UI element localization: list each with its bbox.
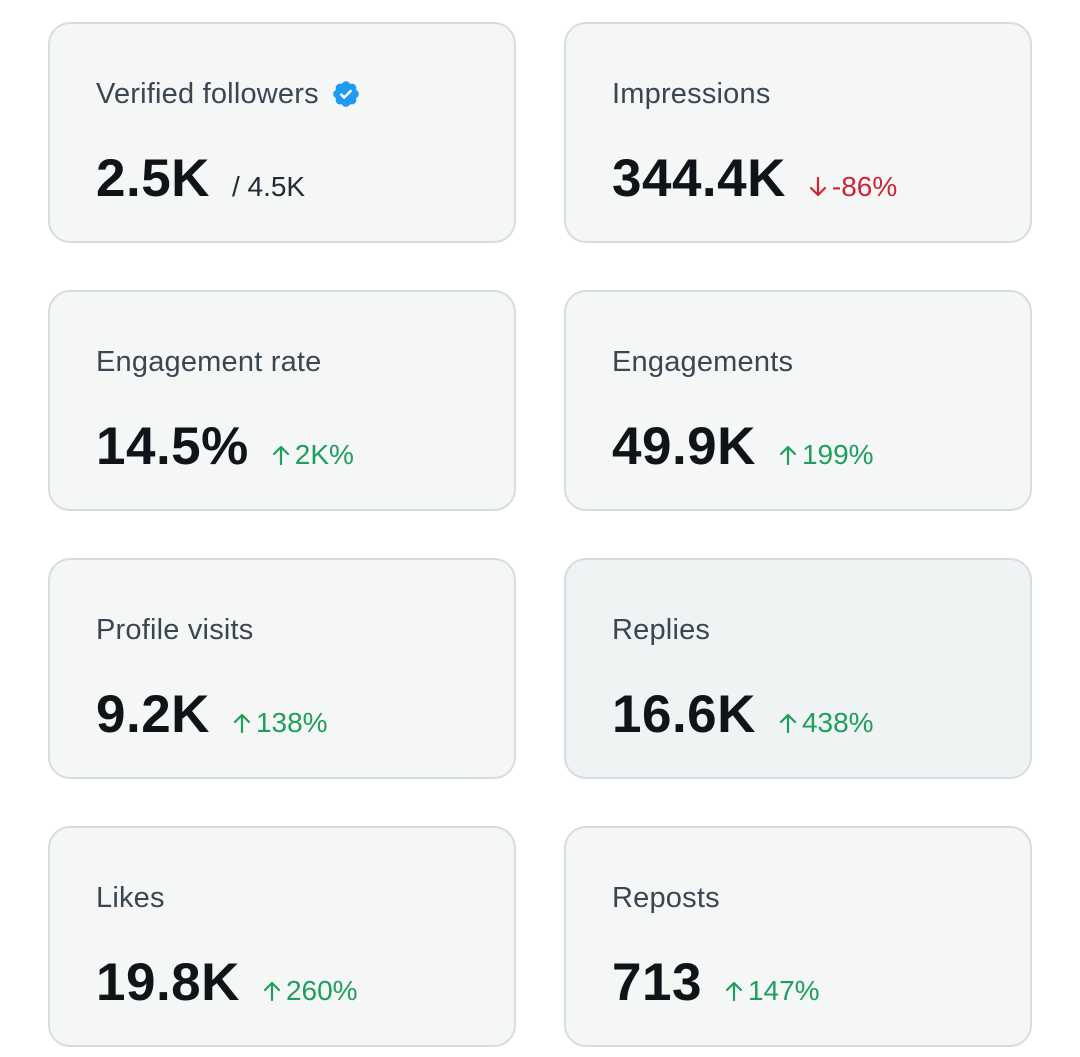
arrow-up-icon <box>263 981 281 1002</box>
metric-change: 147% <box>724 975 820 1007</box>
metric-value: 9.2K <box>96 685 210 744</box>
metric-label-row: Verified followers <box>96 76 361 112</box>
metric-value: 344.4K <box>612 149 786 208</box>
metric-value-row: 19.8K 260% <box>96 952 358 1014</box>
metric-label: Likes <box>96 881 165 914</box>
metric-value-row: 16.6K 438% <box>612 684 874 746</box>
metric-card-reposts[interactable]: Reposts 713 147% <box>564 826 1032 1047</box>
metric-value-row: 713 147% <box>612 952 820 1014</box>
metric-total: / 4.5K <box>231 171 306 202</box>
metrics-grid: Verified followers 2.5K / 4.5K Impressio… <box>48 22 1032 1047</box>
metric-label: Verified followers <box>96 77 319 110</box>
metric-change: 438% <box>778 707 874 739</box>
metric-card-engagements[interactable]: Engagements 49.9K 199% <box>564 290 1032 511</box>
metric-value-row: 49.9K 199% <box>612 416 874 478</box>
metric-value: 19.8K <box>96 953 240 1012</box>
metric-label: Engagements <box>612 345 794 378</box>
arrow-up-icon <box>779 445 797 466</box>
metric-card-profile-visits[interactable]: Profile visits 9.2K 138% <box>48 558 516 779</box>
metric-change-value: 260% <box>285 975 358 1006</box>
metric-card-replies[interactable]: Replies 16.6K 438% <box>564 558 1032 779</box>
metric-value-row: 2.5K / 4.5K <box>96 148 305 210</box>
metric-change-value: 2K% <box>294 439 354 470</box>
metric-value: 16.6K <box>612 685 756 744</box>
metric-change: 260% <box>262 975 358 1007</box>
metric-card-engagement-rate[interactable]: Engagement rate 14.5% 2K% <box>48 290 516 511</box>
metric-change: 199% <box>778 439 874 471</box>
arrow-up-icon <box>272 445 289 466</box>
metric-change-value: 147% <box>747 975 820 1006</box>
arrow-up-icon <box>233 713 251 734</box>
metric-card-likes[interactable]: Likes 19.8K 260% <box>48 826 516 1047</box>
arrow-down-icon <box>809 176 827 197</box>
metric-value: 14.5% <box>96 417 249 476</box>
metric-change-value: 438% <box>801 707 874 738</box>
metric-value-row: 344.4K -86% <box>612 148 897 210</box>
metric-label: Profile visits <box>96 613 254 646</box>
metric-change-value: -86% <box>831 171 898 202</box>
metric-label-row: Engagement rate <box>96 344 321 380</box>
metric-change-value: 138% <box>255 707 328 738</box>
metric-change: 138% <box>232 707 328 739</box>
metric-card-verified-followers[interactable]: Verified followers 2.5K / 4.5K <box>48 22 516 243</box>
metric-label: Reposts <box>612 881 720 914</box>
metric-change: 2K% <box>271 439 354 471</box>
metric-change: -86% <box>808 171 897 203</box>
arrow-up-icon <box>725 981 743 1002</box>
metric-label: Impressions <box>612 77 771 110</box>
metric-value: 713 <box>612 953 702 1012</box>
metric-label-row: Impressions <box>612 76 771 112</box>
metric-label-row: Reposts <box>612 880 720 916</box>
verified-badge-icon <box>333 81 359 107</box>
metric-label: Engagement rate <box>96 345 322 378</box>
arrow-up-icon <box>779 713 797 734</box>
metric-card-impressions[interactable]: Impressions 344.4K -86% <box>564 22 1032 243</box>
metric-label-row: Engagements <box>612 344 793 380</box>
metric-label-row: Replies <box>612 612 710 648</box>
metric-value-row: 14.5% 2K% <box>96 416 354 478</box>
metric-value: 2.5K <box>96 149 210 208</box>
metric-label: Replies <box>612 613 711 646</box>
metric-label-row: Profile visits <box>96 612 254 648</box>
metric-label-row: Likes <box>96 880 165 916</box>
metric-value: 49.9K <box>612 417 756 476</box>
metric-change-value: 199% <box>801 439 874 470</box>
metric-value-row: 9.2K 138% <box>96 684 328 746</box>
